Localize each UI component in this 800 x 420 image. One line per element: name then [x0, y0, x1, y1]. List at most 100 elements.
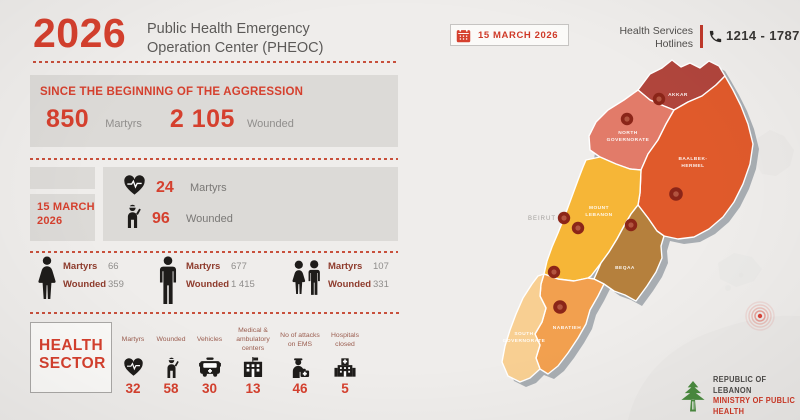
hs-medical-centers-column: Medical & ambulatory centers 13 — [229, 326, 277, 396]
health-sector-title-line1: HEALTH — [39, 337, 104, 354]
daily-martyrs-row: 24 Martyrs — [123, 175, 398, 201]
hs-ems-attacks-value: 46 — [292, 381, 308, 396]
daily-date-line2: 2026 — [37, 215, 63, 227]
daily-date-box: 15 MARCH 2026 — [30, 194, 95, 241]
region-label-mount-lebanon: MOUNT LEBANON — [585, 205, 612, 218]
daily-stats-box: 24 Martyrs 96 Wounded — [103, 167, 398, 241]
hospital-icon — [334, 355, 356, 379]
health-sector-stats: Martyrs 32 Wounded 58 Vehicles 30 Medica… — [114, 326, 367, 396]
phone-icon — [708, 29, 723, 49]
cedar-tree-icon — [679, 380, 707, 413]
app-title-line1: Public Health Emergency — [147, 21, 310, 37]
children-wounded-row: Wounded 331 — [328, 279, 389, 290]
hs-martyrs-label: Martyrs — [121, 336, 145, 344]
hotline-number: 1214 - 1787 — [726, 28, 800, 43]
hotline-label-line1: Health Services — [619, 25, 693, 37]
men-martyrs-label: Martyrs — [186, 261, 221, 272]
pulse-decoration — [745, 301, 775, 331]
men-wounded-row: Wounded 1 415 — [186, 279, 255, 290]
women-martyrs-value: 66 — [108, 261, 119, 272]
medical-center-icon — [242, 355, 264, 379]
women-stats-group: Martyrs 66 Wounded 359 — [36, 256, 124, 308]
ambulance-icon — [198, 355, 221, 379]
women-wounded-label: Wounded — [63, 279, 107, 290]
heart-pulse-icon — [123, 175, 146, 201]
health-sector-box: HEALTH SECTOR — [30, 322, 112, 393]
divider — [30, 312, 402, 314]
incident-marker — [553, 300, 567, 314]
children-icon — [291, 260, 322, 303]
woman-icon — [36, 256, 58, 308]
daily-wounded-label: Wounded — [186, 212, 233, 225]
hs-hospitals-closed-value: 5 — [341, 381, 349, 396]
incident-marker — [620, 112, 634, 126]
daily-spacer-box — [30, 167, 95, 189]
women-martyrs-label: Martyrs — [63, 261, 98, 272]
women-wounded-row: Wounded 359 — [63, 279, 124, 290]
children-wounded-value: 331 — [373, 279, 389, 290]
children-martyrs-row: Martyrs 107 — [328, 261, 389, 272]
since-wounded-label: Wounded — [246, 118, 294, 130]
region-label-baalbek-hermel: BAALBEK-HERMEL — [678, 156, 707, 169]
hotline-label-line2: Hotlines — [655, 38, 693, 50]
incident-marker — [669, 187, 683, 201]
since-aggression-box: SINCE THE BEGINNING OF THE AGGRESSION 85… — [30, 75, 398, 147]
women-wounded-value: 359 — [108, 279, 124, 290]
hs-vehicles-label: Vehicles — [196, 336, 223, 344]
since-wounded-value: 2 105 — [169, 105, 235, 133]
region-label-beqaa: BEQAA — [615, 265, 635, 271]
incident-marker — [571, 221, 585, 235]
hs-ems-attacks-label: No of attacks on EMS — [280, 331, 320, 348]
region-label-nabatieh: NABATIEH — [553, 325, 581, 331]
incident-marker — [557, 211, 571, 225]
hs-wounded-label: Wounded — [156, 336, 186, 344]
hotline-divider — [700, 25, 703, 48]
men-wounded-label: Wounded — [186, 279, 230, 290]
divider — [33, 61, 398, 63]
ministry-logo: REPUBLIC OF LEBANON MINISTRY OF PUBLIC H… — [679, 375, 800, 417]
since-martyrs-value: 850 — [46, 105, 90, 133]
children-martyrs-label: Martyrs — [328, 261, 363, 272]
hs-wounded-column: Wounded 58 — [152, 326, 190, 396]
daily-martyrs-value: 24 — [156, 178, 174, 196]
lebanon-map: AKKAR NORTH GOVERNORATE BAALBEK-HERMEL MO… — [501, 59, 800, 420]
daily-martyrs-label: Martyrs — [190, 181, 227, 194]
date-badge-text: 15 MARCH 2026 — [478, 29, 559, 41]
hs-ems-attacks-column: No of attacks on EMS 46 — [277, 326, 323, 396]
man-icon — [157, 256, 179, 310]
wounded-person-icon — [123, 204, 142, 233]
health-sector-title-line2: SECTOR — [39, 355, 106, 372]
year-title: 2026 — [33, 10, 127, 56]
app-title: Public Health Emergency Operation Center… — [147, 20, 323, 58]
beirut-city-label: BEIRUT — [528, 216, 556, 222]
hs-medical-centers-label: Medical & ambulatory centers — [236, 327, 270, 352]
since-stats: 850 Martyrs 2 105 Wounded — [46, 105, 294, 134]
men-wounded-value: 1 415 — [231, 279, 255, 290]
heart-pulse-icon — [123, 355, 144, 379]
since-martyrs-label: Martyrs — [105, 118, 142, 130]
calendar-icon — [456, 28, 471, 43]
since-title: SINCE THE BEGINNING OF THE AGGRESSION — [40, 86, 304, 98]
paramedic-icon — [289, 355, 311, 379]
men-martyrs-value: 677 — [231, 261, 247, 272]
hs-vehicles-column: Vehicles 30 — [190, 326, 229, 396]
women-martyrs-row: Martyrs 66 — [63, 261, 124, 272]
region-label-akkar: AKKAR — [668, 92, 688, 98]
world-watermark — [628, 130, 800, 420]
incident-markers — [547, 92, 683, 314]
children-martyrs-value: 107 — [373, 261, 389, 272]
daily-wounded-row: 96 Wounded — [123, 204, 398, 233]
men-stats-group: Martyrs 677 Wounded 1 415 — [157, 256, 255, 310]
divider — [30, 158, 398, 160]
daily-date-line1: 15 MARCH — [37, 201, 95, 213]
men-martyrs-row: Martyrs 677 — [186, 261, 255, 272]
divider — [30, 251, 398, 253]
hs-vehicles-value: 30 — [201, 381, 218, 396]
daily-wounded-value: 96 — [152, 209, 170, 227]
hs-martyrs-column: Martyrs 32 — [114, 326, 152, 396]
wounded-person-icon — [163, 355, 180, 379]
hotline-label: Health Services Hotlines — [595, 25, 693, 51]
region-beqaa — [593, 204, 665, 302]
hs-martyrs-value: 32 — [125, 381, 141, 396]
incident-marker — [624, 218, 638, 232]
